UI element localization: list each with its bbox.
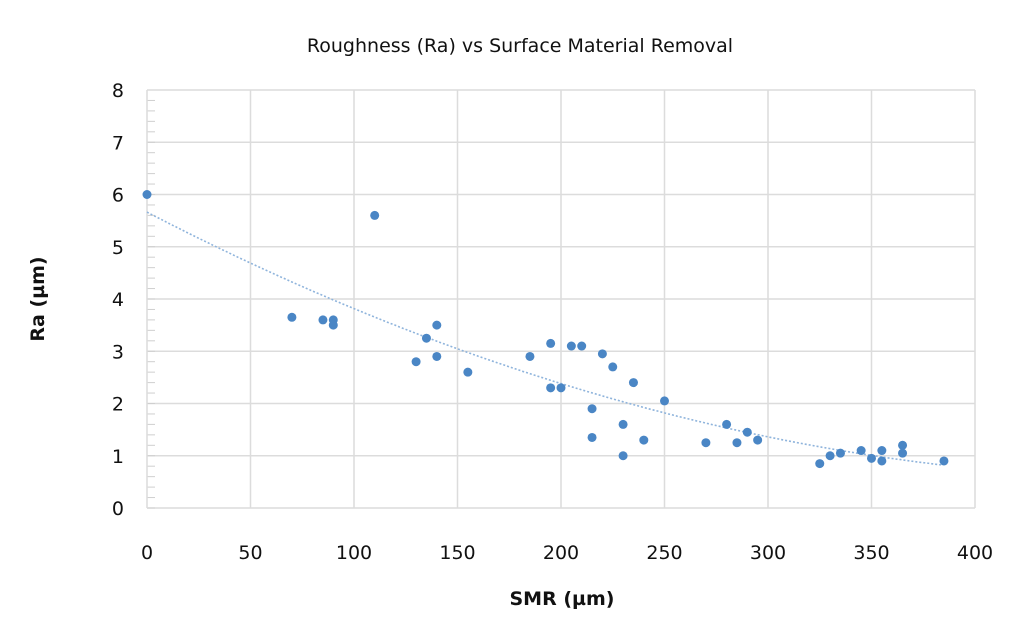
data-point (421, 333, 431, 343)
y-tick-label: 6 (112, 185, 124, 207)
data-point (701, 438, 711, 448)
data-point (587, 404, 597, 414)
data-point (463, 367, 473, 377)
grid (146, 89, 976, 509)
data-point (660, 396, 669, 406)
data-point (577, 341, 587, 351)
data-point (815, 459, 825, 469)
x-axis: 0 50 100 150 200 250 300 350 400 (141, 542, 993, 564)
data-point (546, 383, 556, 393)
y-tick-label: 0 (112, 498, 124, 520)
y-tick-label: 7 (112, 132, 124, 154)
data-point (732, 438, 742, 448)
data-point (639, 435, 649, 445)
data-point (318, 315, 328, 325)
data-point (618, 451, 628, 461)
data-point (546, 338, 556, 348)
y-tick-label: 4 (112, 289, 124, 311)
y-axis-label: Ra (µm) (27, 256, 49, 341)
x-tick-label: 100 (336, 542, 372, 564)
x-tick-label: 200 (543, 542, 579, 564)
data-point (608, 362, 618, 372)
y-tick-label: 2 (112, 394, 124, 416)
y-tick-label: 5 (112, 237, 124, 259)
data-point (597, 349, 607, 359)
data-point (867, 453, 876, 463)
data-point (628, 378, 638, 388)
data-point (411, 357, 421, 367)
data-point (370, 210, 380, 220)
x-tick-label: 350 (853, 542, 889, 564)
x-tick-label: 400 (957, 542, 993, 564)
x-tick-label: 150 (439, 542, 475, 564)
x-tick-label: 250 (646, 542, 682, 564)
y-tick-label: 1 (112, 446, 124, 468)
data-point (142, 190, 152, 199)
data-points (142, 190, 949, 469)
data-point (722, 419, 732, 429)
data-point (835, 448, 845, 458)
data-point (328, 320, 338, 330)
data-point (432, 351, 442, 361)
data-point (587, 432, 597, 442)
data-point (877, 456, 887, 466)
data-point (856, 446, 866, 456)
y-tick-label: 3 (112, 341, 124, 363)
data-point (753, 435, 763, 445)
data-point (742, 427, 752, 437)
trendline (146, 211, 942, 466)
data-point (825, 451, 835, 461)
data-point (898, 440, 908, 450)
data-point (556, 383, 566, 393)
data-point (566, 341, 576, 351)
data-point (525, 351, 535, 361)
data-point (432, 320, 442, 330)
x-tick-label: 50 (238, 542, 262, 564)
data-point (939, 456, 949, 466)
chart-title: Roughness (Ra) vs Surface Material Remov… (307, 35, 733, 57)
x-tick-label: 300 (750, 542, 786, 564)
data-point (877, 446, 887, 456)
x-axis-label: SMR (µm) (510, 588, 615, 610)
x-tick-label: 0 (141, 542, 153, 564)
y-tick-label: 8 (112, 80, 124, 102)
data-point (898, 448, 908, 458)
y-axis: 0 1 2 3 4 5 6 7 8 (112, 80, 124, 520)
data-point (287, 312, 297, 322)
data-point (618, 419, 628, 429)
